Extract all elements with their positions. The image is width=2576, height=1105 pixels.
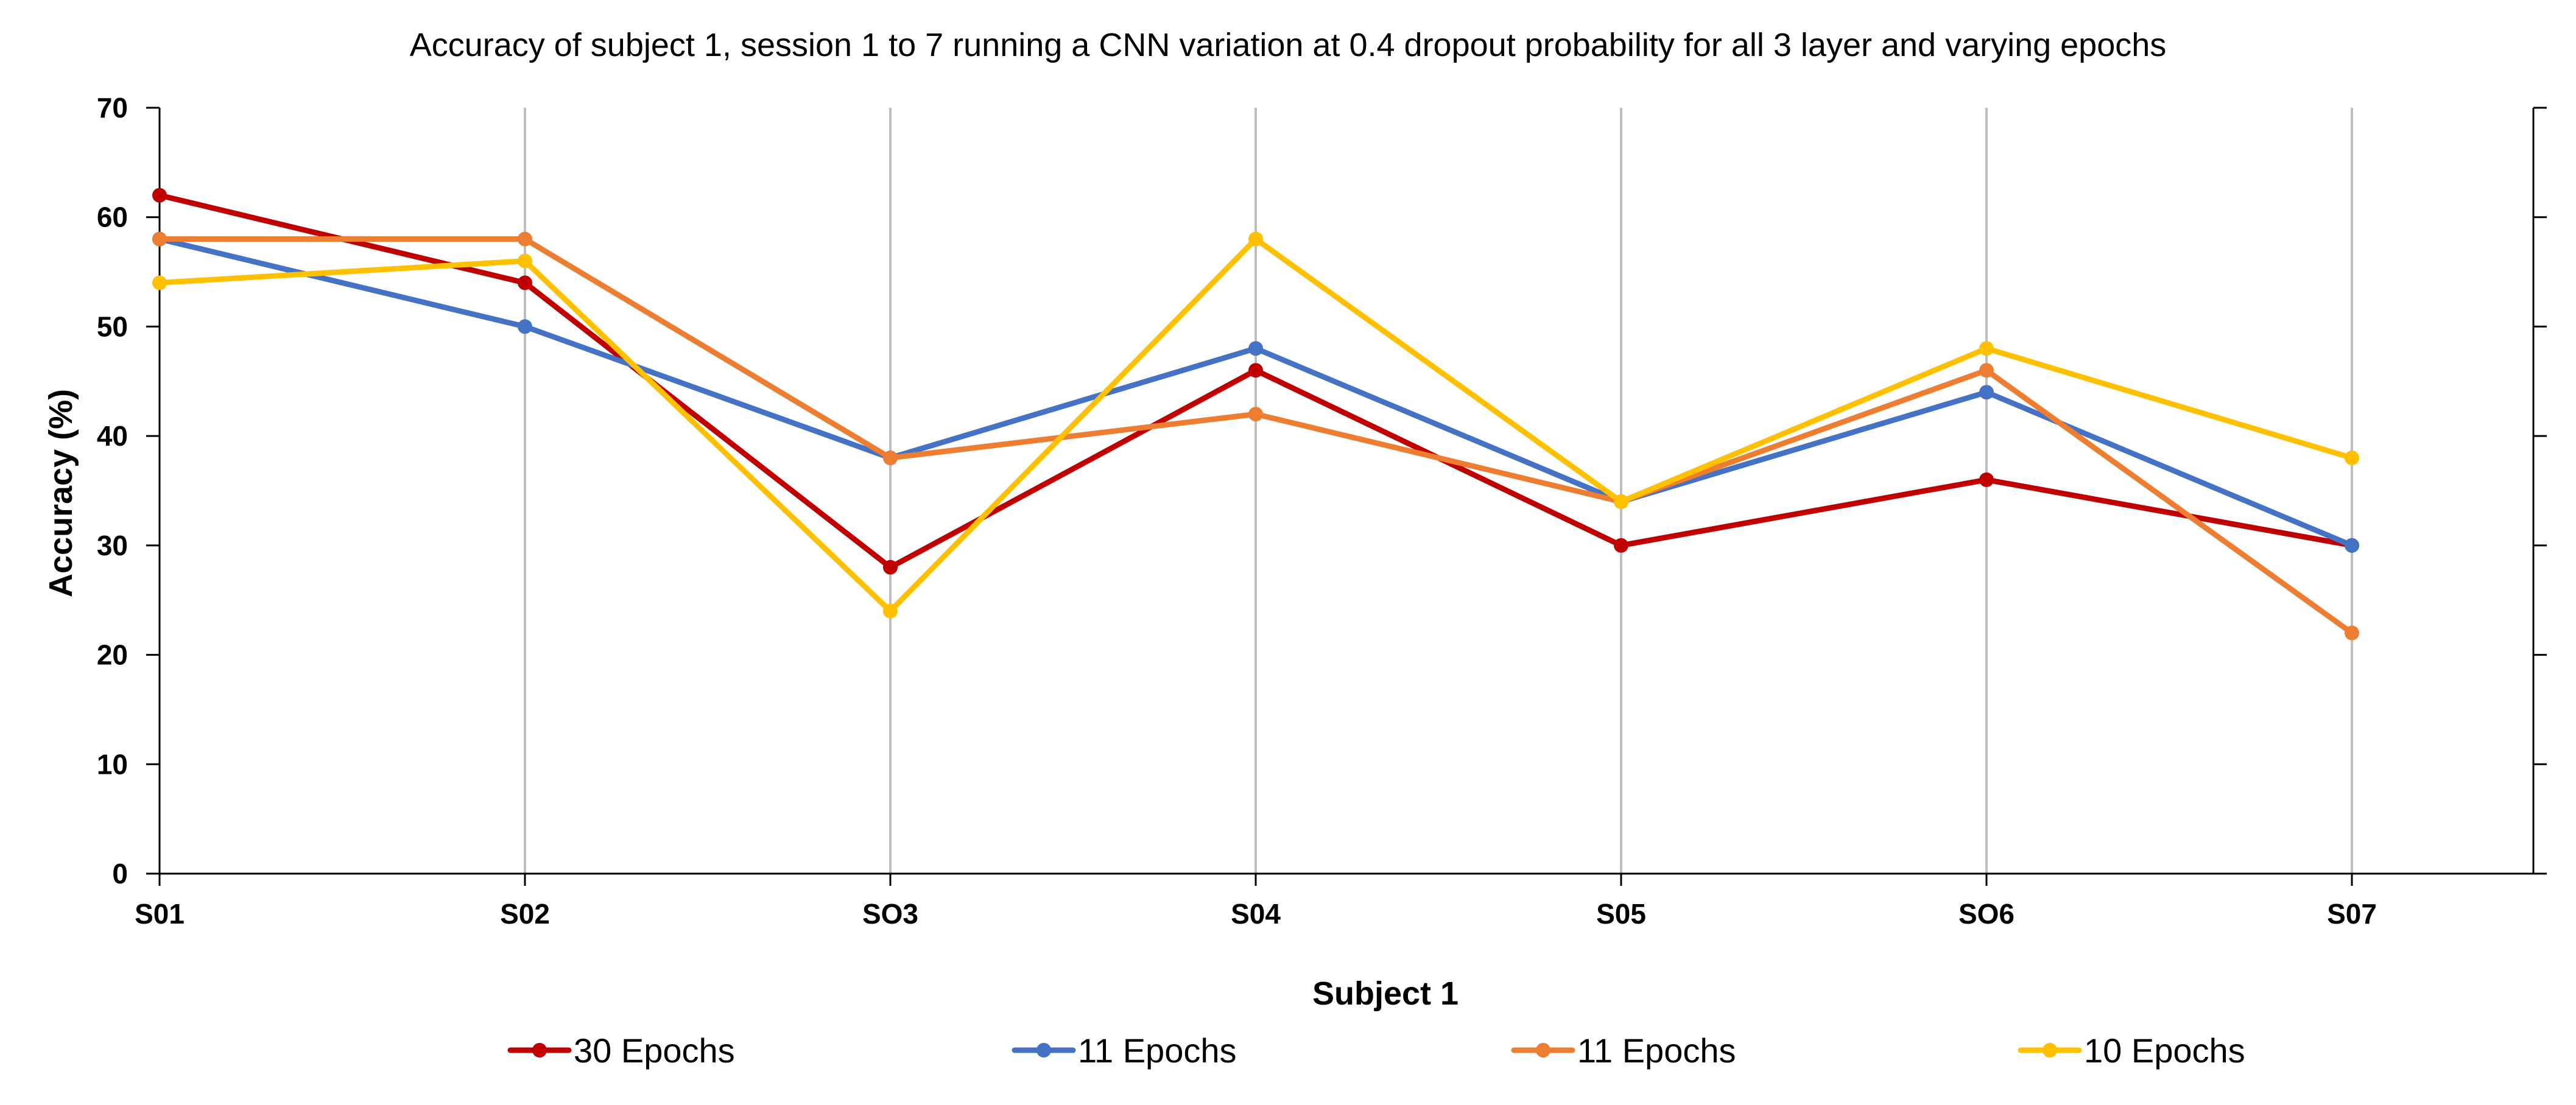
data-point: [152, 275, 167, 290]
data-point: [2345, 451, 2359, 466]
series-3: [152, 231, 2359, 640]
x-tick-label: SO6: [1958, 898, 2015, 930]
y-tick-label: 10: [97, 748, 128, 780]
legend-item-2: 11 Epochs: [1012, 1031, 1236, 1070]
x-tick-label: SO3: [862, 898, 918, 930]
data-point: [152, 188, 167, 203]
data-point: [518, 275, 532, 290]
y-axis-ticks: 0 10 20 30 40 50 60 70: [97, 92, 2547, 889]
data-point: [1248, 341, 1263, 356]
legend-item-3: 11 Epochs: [1511, 1031, 1736, 1070]
data-point: [1248, 363, 1263, 378]
x-tick-label: S07: [2327, 898, 2377, 930]
data-point: [1614, 538, 1628, 553]
data-point: [1979, 363, 1994, 378]
legend: 30 Epochs 11 Epochs 11 Epochs 10 Epochs: [507, 1031, 2245, 1070]
x-tick-label: S02: [500, 898, 550, 930]
data-point: [1248, 407, 1263, 422]
legend-item-1: 30 Epochs: [507, 1031, 735, 1070]
x-tick-label: S01: [135, 898, 185, 930]
data-point: [883, 451, 898, 466]
legend-label: 11 Epochs: [1078, 1031, 1236, 1070]
x-axis-ticks: S01 S02 SO3 S04 S05 SO6 S07: [135, 874, 2377, 930]
data-point: [2345, 625, 2359, 640]
legend-label: 10 Epochs: [2084, 1031, 2245, 1070]
y-tick-label: 60: [97, 202, 128, 233]
y-axis-label: Accuracy (%): [43, 389, 79, 597]
x-tick-label: S04: [1231, 898, 1281, 930]
data-point: [1614, 494, 1628, 509]
legend-swatch-marker: [1036, 1043, 1051, 1058]
legend-label: 11 Epochs: [1577, 1031, 1736, 1070]
data-point: [1979, 385, 1994, 400]
data-point: [1979, 472, 1994, 488]
data-point: [2345, 538, 2359, 553]
data-point: [883, 603, 898, 619]
data-point: [518, 253, 532, 268]
data-point: [518, 319, 532, 334]
x-tick-label: S05: [1596, 898, 1646, 930]
data-point: [152, 231, 167, 247]
data-point: [1248, 231, 1263, 247]
legend-swatch-marker: [1536, 1043, 1550, 1058]
series-1: [152, 188, 2359, 575]
x-axis-label: Subject 1: [1312, 975, 1459, 1012]
legend-item-4: 10 Epochs: [2018, 1031, 2245, 1070]
chart-title: Accuracy of subject 1, session 1 to 7 ru…: [410, 27, 2167, 63]
data-point: [518, 231, 532, 247]
series-group: [152, 188, 2359, 640]
legend-swatch-marker: [532, 1043, 547, 1058]
y-tick-label: 30: [97, 530, 128, 561]
legend-label: 30 Epochs: [574, 1031, 735, 1070]
y-tick-label: 0: [112, 858, 128, 889]
data-point: [883, 560, 898, 575]
data-point: [1979, 341, 1994, 356]
grid-lines: [524, 108, 2353, 874]
axes: [158, 108, 2535, 875]
series-4: [152, 231, 2359, 619]
y-tick-label: 70: [97, 92, 128, 124]
y-tick-label: 50: [97, 310, 128, 342]
y-tick-label: 20: [97, 639, 128, 671]
y-tick-label: 40: [97, 420, 128, 452]
legend-swatch-marker: [2043, 1043, 2057, 1058]
